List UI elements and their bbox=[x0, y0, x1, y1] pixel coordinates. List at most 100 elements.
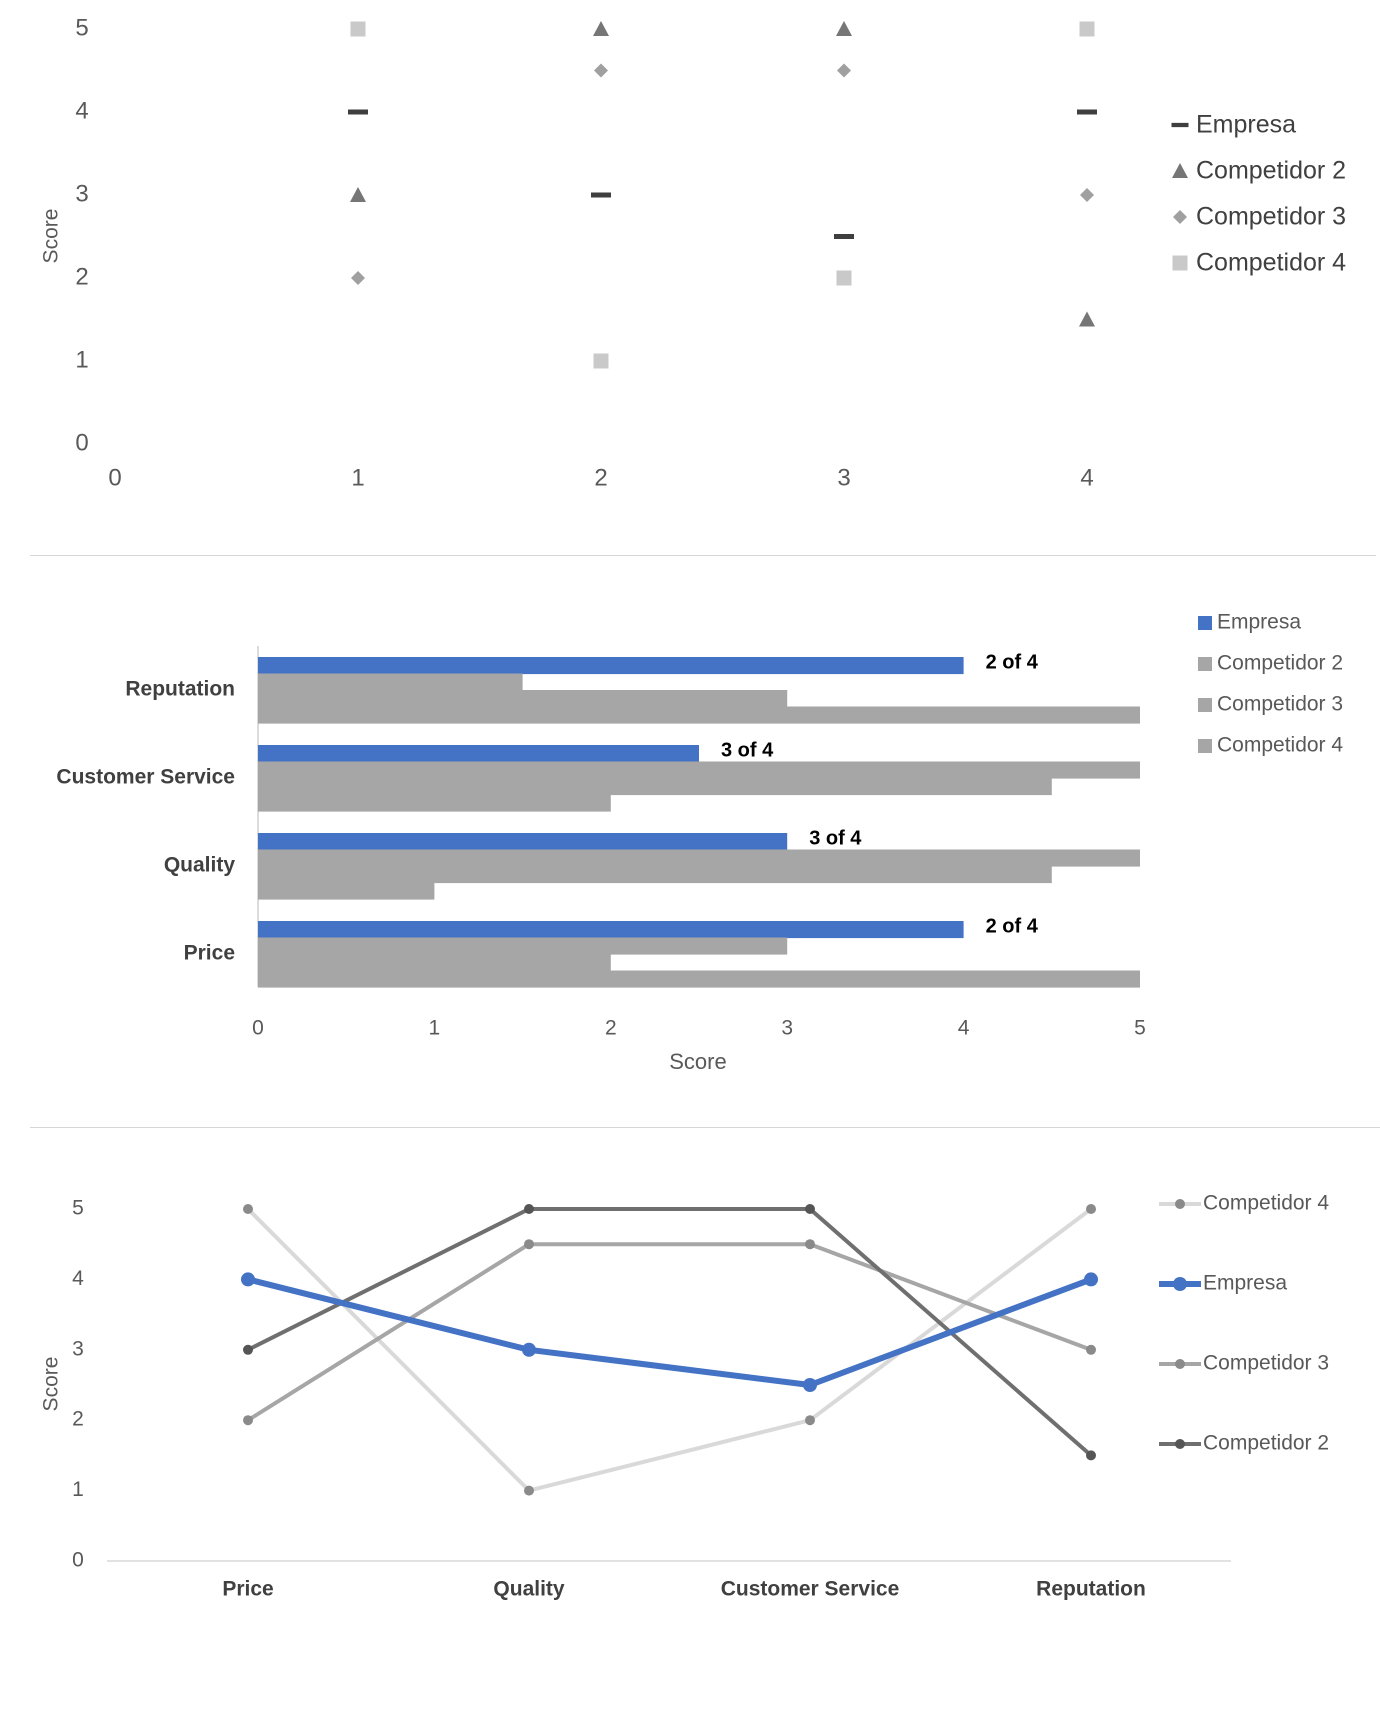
data-point bbox=[837, 63, 851, 78]
data-point bbox=[524, 1485, 534, 1496]
bar-competidor-4 bbox=[258, 794, 611, 812]
legend-swatch bbox=[1198, 739, 1212, 753]
bar-group-customer-service bbox=[258, 745, 1140, 812]
bar-competidor-3 bbox=[258, 690, 788, 708]
data-point bbox=[805, 1239, 815, 1250]
x-category-label: Customer Service bbox=[721, 1578, 900, 1601]
bar-chart-canvas: Price 2 of 4 Quality 3 of 4 Customer Service… bbox=[56, 611, 1343, 1074]
legend-marker bbox=[1173, 210, 1187, 224]
data-point bbox=[593, 353, 609, 369]
data-point bbox=[836, 21, 852, 36]
bar-empresa bbox=[258, 657, 964, 675]
data-point bbox=[241, 1272, 255, 1287]
y-tick-label: 3 bbox=[72, 1337, 84, 1360]
category-label: Quality bbox=[164, 854, 236, 877]
category-label: Reputation bbox=[125, 678, 235, 701]
data-point bbox=[803, 1378, 817, 1392]
data-point bbox=[1084, 1272, 1098, 1287]
data-point bbox=[1086, 1450, 1096, 1461]
legend-marker bbox=[1175, 1439, 1185, 1449]
series-competidor-2 bbox=[350, 21, 1095, 327]
legend-marker bbox=[1173, 1277, 1187, 1291]
legend-swatch bbox=[1198, 616, 1212, 630]
y-tick-label: 3 bbox=[75, 180, 88, 207]
scatter-chart-canvas: 0 1 2 3 4 5 0 1 2 3 4 Score Empresa Competidor 2 Compe… bbox=[40, 14, 1347, 491]
bar-competidor-4 bbox=[258, 882, 435, 900]
data-point bbox=[522, 1342, 536, 1357]
category-label: Customer Service bbox=[56, 766, 235, 789]
data-point bbox=[593, 21, 609, 36]
data-point bbox=[350, 187, 366, 202]
y-tick-label: 1 bbox=[75, 346, 88, 373]
data-point bbox=[243, 1344, 253, 1355]
data-point bbox=[348, 109, 368, 115]
legend-label-empresa: Empresa bbox=[1196, 111, 1296, 139]
legend-marker bbox=[1172, 163, 1188, 178]
data-label: 3 of 4 bbox=[809, 827, 862, 849]
legend-swatch bbox=[1198, 657, 1212, 671]
scatter-chart: 0 1 2 3 4 5 0 1 2 3 4 Score Empresa Competidor 2 Compe… bbox=[0, 0, 1380, 556]
data-point bbox=[1086, 1344, 1096, 1355]
legend-label-competidor-4: Competidor 4 bbox=[1217, 734, 1343, 757]
x-tick-label: 4 bbox=[958, 1017, 970, 1040]
x-axis-title: Score bbox=[669, 1049, 726, 1074]
line-chart-canvas: 0 1 2 3 4 5 Score Price Quality Customer Service R… bbox=[40, 1192, 1330, 1601]
x-tick-label: 3 bbox=[837, 464, 850, 491]
series-competidor-3 bbox=[351, 63, 1094, 285]
legend-label-competidor-4: Competidor 4 bbox=[1196, 249, 1346, 277]
legend-label-competidor-3: Competidor 3 bbox=[1217, 693, 1343, 716]
bar-competidor-2 bbox=[258, 937, 788, 955]
data-point bbox=[1080, 188, 1094, 202]
y-tick-label: 4 bbox=[72, 1267, 84, 1290]
y-tick-label: 5 bbox=[75, 14, 88, 41]
data-point bbox=[243, 1415, 253, 1426]
data-point bbox=[834, 234, 854, 239]
series-competidor-3 bbox=[243, 1239, 1096, 1426]
legend: Competidor 4 Empresa Competidor 3 Competido… bbox=[1159, 1192, 1329, 1455]
legend-label-competidor-2: Competidor 2 bbox=[1217, 652, 1343, 675]
series-line bbox=[246, 1242, 1092, 1422]
series-competidor-4 bbox=[243, 1204, 1096, 1496]
data-point bbox=[524, 1204, 534, 1214]
bar-competidor-2 bbox=[258, 849, 1140, 867]
data-point bbox=[594, 63, 608, 78]
bar-chart: Price 2 of 4 Quality 3 of 4 Customer Service… bbox=[0, 556, 1380, 1128]
bar-competidor-4 bbox=[258, 970, 1140, 988]
y-tick-label: 0 bbox=[72, 1549, 84, 1572]
legend-label-empresa: Empresa bbox=[1203, 1272, 1287, 1295]
legend-marker bbox=[1171, 122, 1189, 128]
y-tick-label: 1 bbox=[72, 1478, 84, 1501]
x-tick-label: 3 bbox=[781, 1017, 793, 1040]
category-label: Price bbox=[184, 942, 235, 965]
x-tick-label: 5 bbox=[1134, 1017, 1146, 1040]
legend: Empresa Competidor 2 Competidor 3 Competido… bbox=[1171, 111, 1346, 277]
x-category-label: Reputation bbox=[1036, 1578, 1146, 1601]
y-tick-label: 5 bbox=[72, 1197, 84, 1220]
y-axis-title: Score bbox=[40, 209, 63, 264]
data-point bbox=[836, 270, 852, 286]
bar-group-reputation bbox=[258, 657, 1140, 724]
bar-competidor-3 bbox=[258, 866, 1052, 884]
data-label: 2 of 4 bbox=[986, 915, 1039, 937]
legend-label-competidor-4: Competidor 4 bbox=[1203, 1192, 1329, 1215]
legend-label-empresa: Empresa bbox=[1217, 611, 1301, 634]
chart-separator bbox=[30, 555, 1376, 556]
x-tick-label: 1 bbox=[429, 1017, 441, 1040]
line-chart: 0 1 2 3 4 5 Score Price Quality Customer Service R… bbox=[0, 1128, 1380, 1726]
legend-label-competidor-3: Competidor 3 bbox=[1196, 203, 1346, 231]
y-tick-label: 2 bbox=[72, 1408, 84, 1431]
bar-competidor-2 bbox=[258, 761, 1140, 779]
series-line bbox=[246, 1207, 1093, 1493]
data-point bbox=[243, 1204, 253, 1214]
bar-empresa bbox=[258, 921, 964, 939]
series-empresa bbox=[348, 109, 1097, 239]
x-tick-label: 1 bbox=[351, 464, 364, 491]
legend-label-competidor-3: Competidor 3 bbox=[1203, 1352, 1329, 1375]
bar-group-price bbox=[258, 921, 1140, 988]
data-point bbox=[350, 21, 366, 37]
bar-competidor-3 bbox=[258, 954, 611, 972]
bar-competidor-3 bbox=[258, 778, 1052, 796]
data-point bbox=[1077, 109, 1097, 115]
data-point bbox=[524, 1239, 534, 1250]
x-tick-label: 0 bbox=[252, 1017, 264, 1040]
